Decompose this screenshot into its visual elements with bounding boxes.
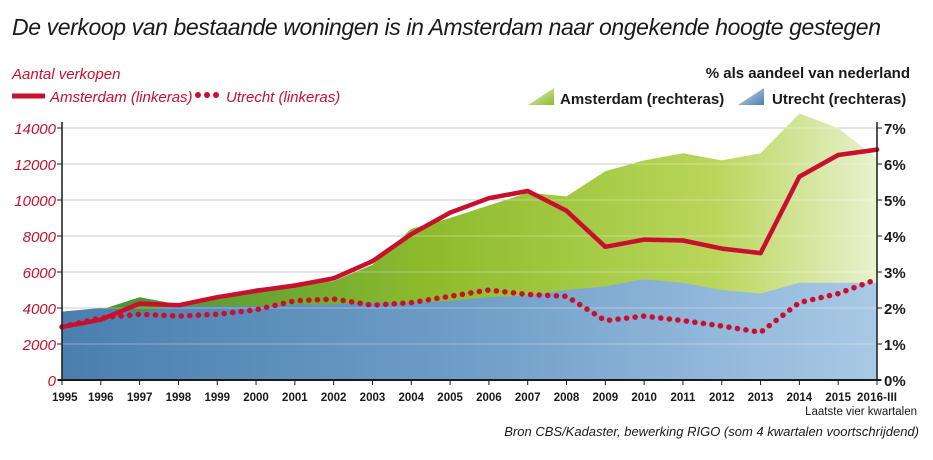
x-tick-label: 2008 [554,392,580,404]
x-tick-label: 2000 [243,392,269,404]
legend-label-utrecht-left: Utrecht (linkeras) [226,89,340,106]
x-tick-label: 2010 [631,392,657,404]
x-tick-label: 1999 [204,392,230,404]
right-tick-label: 5% [884,193,906,210]
point-amsterdam-sales [176,303,181,308]
x-tick-label: 2009 [593,392,619,404]
right-tick-label: 4% [884,229,906,246]
point-amsterdam-sales [486,196,492,201]
x-axis-note: Laatste vier kwartalen [805,406,917,418]
point-amsterdam-sales [447,210,453,215]
legend-swatch-amsterdam [528,88,554,105]
point-amsterdam-sales [564,208,569,213]
legend-dots-utrecht [195,92,219,98]
point-amsterdam-sales [253,288,259,294]
point-amsterdam-sales [680,238,686,243]
legend-label-utrecht-right: Utrecht (rechteras) [772,91,906,108]
x-tick-label: 1996 [88,392,114,404]
left-axis-label: Aantal verkopen [11,66,120,83]
x-tick-label: 2012 [709,392,735,404]
left-tick-label: 10000 [14,193,56,210]
point-amsterdam-sales [525,188,530,194]
left-tick-label: 2000 [22,337,57,354]
legend-label-amsterdam-right: Amsterdam (rechteras) [560,91,724,108]
plot-area: 0 2000 4000 6000 8000 10000 12000 14000 0% 1% 2% 3%… [14,113,917,418]
left-tick-label: 6000 [23,265,57,282]
chart-title: De verkoop van bestaande woningen is in … [12,14,881,40]
point-amsterdam-sales [331,276,336,281]
point-amsterdam-sales [137,301,142,306]
point-amsterdam-sales [603,244,608,249]
x-tick-label: 2006 [476,392,502,404]
x-tick-label: 2013 [748,392,774,404]
legend-label-amsterdam-left: Amsterdam (linkeras) [49,89,193,106]
point-amsterdam-sales [215,295,220,300]
right-axis-label: % als aandeel van nederland [706,65,910,82]
point-amsterdam-sales [409,232,414,237]
right-tick-label: 0% [884,373,906,390]
left-tick-label: 12000 [14,157,56,174]
source-note: Bron CBS/Kadaster, bewerking RIGO (som 4… [504,424,919,439]
x-tick-label: 2003 [360,392,386,404]
left-tick-label: 14000 [14,121,56,138]
x-tick-label: 1995 [52,392,78,404]
left-tick-label: 4000 [23,301,57,318]
x-tick-label: 2001 [282,392,308,404]
area-utrecht-share [62,279,877,380]
point-amsterdam-sales [835,152,841,158]
right-tick-label: 6% [884,157,906,174]
left-tick-label: 0 [48,373,57,390]
x-tick-label: 2004 [398,392,424,404]
right-tick-label: 3% [884,265,906,282]
point-amsterdam-sales [370,259,375,264]
x-tick-label: 2015 [825,392,851,404]
x-tick-label: 2016-III [857,392,897,404]
x-tick-label: 2007 [515,392,541,404]
x-tick-label: 2014 [787,392,813,404]
right-tick-label: 1% [884,337,906,354]
point-amsterdam-sales [641,237,647,242]
right-tick-label: 7% [884,121,906,138]
line-amsterdam-sales [59,147,880,330]
x-tick-label: 2011 [670,392,696,404]
point-amsterdam-sales [758,250,763,256]
left-tick-label: 8000 [23,229,57,246]
x-tick-label: 1998 [166,392,192,404]
right-tick-label: 2% [884,301,906,318]
x-tick-label: 2002 [321,392,347,404]
x-tick-label: 2005 [437,392,463,404]
point-amsterdam-sales [719,246,724,251]
line-utrecht-sales [59,276,880,336]
legend-swatch-utrecht [738,88,764,105]
point-amsterdam-sales [98,317,104,322]
point-amsterdam-sales [797,174,802,179]
x-tick-label: 1997 [127,392,153,404]
point-amsterdam-sales [292,283,298,288]
